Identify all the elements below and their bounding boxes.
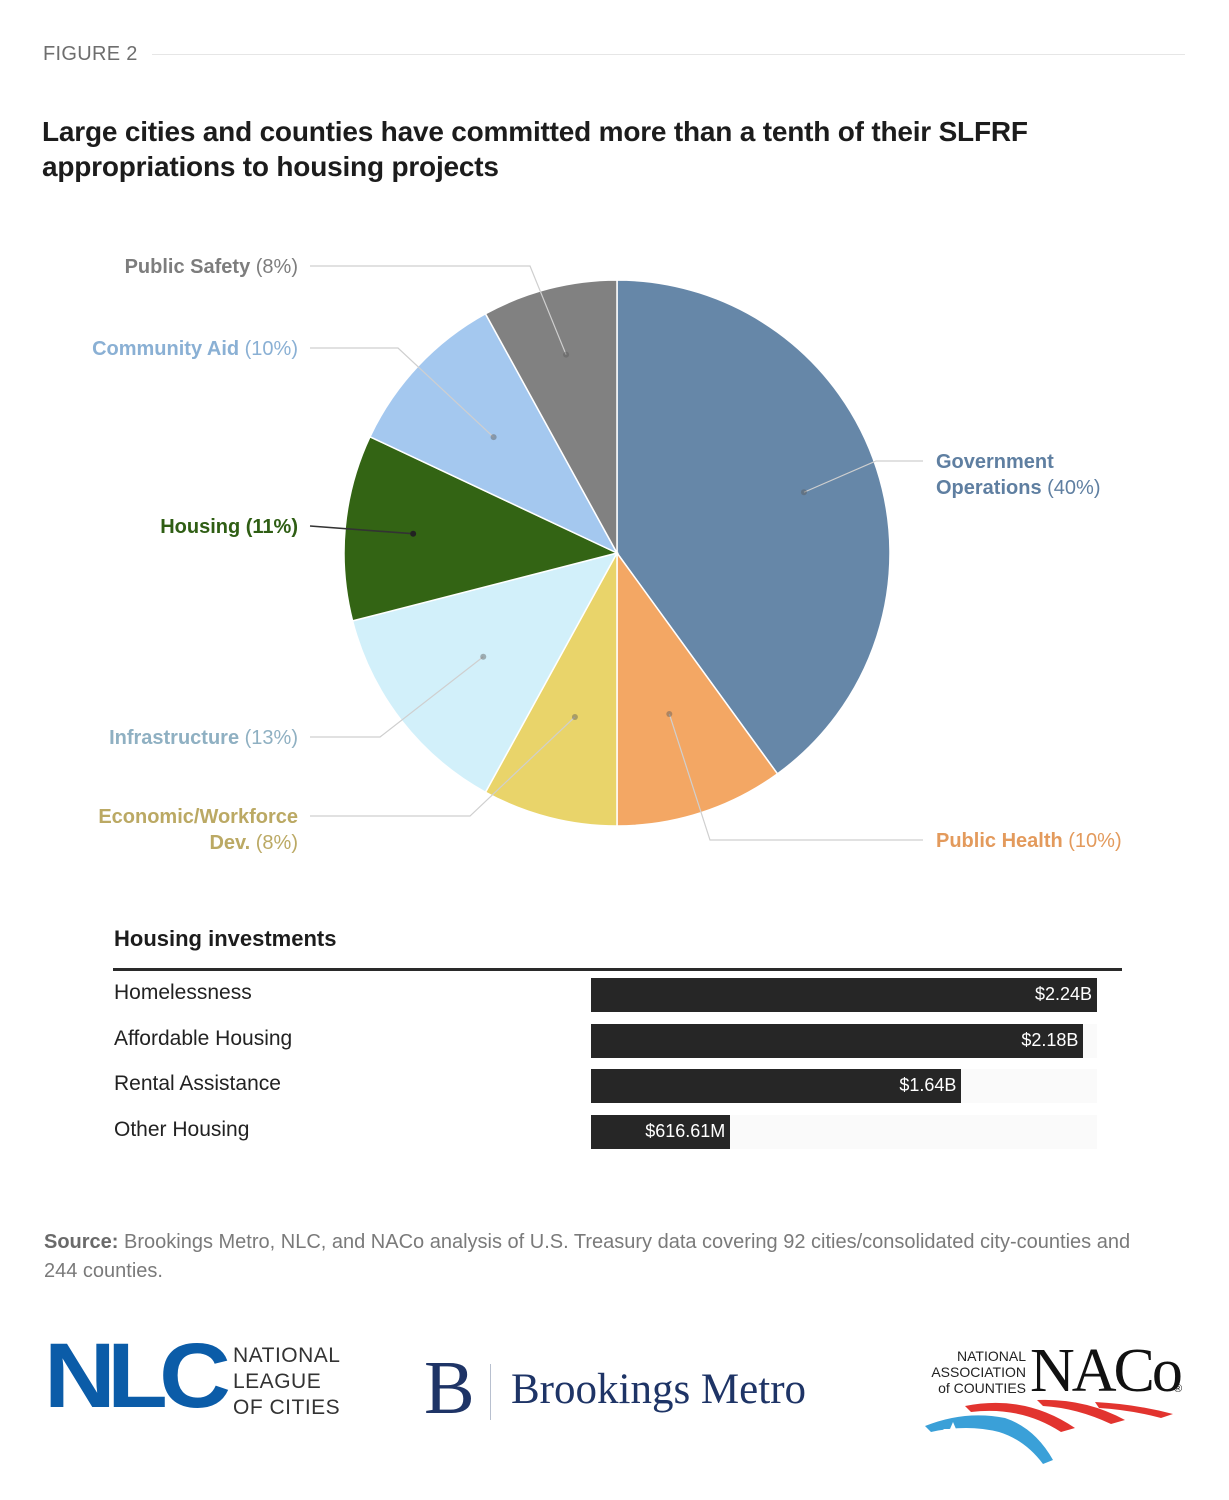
nlc-logo-text: NATIONAL LEAGUE OF CITIES	[233, 1343, 340, 1421]
bar[interactable]: $1.64B	[591, 1069, 962, 1103]
leader-dot-safety	[563, 351, 570, 358]
brookings-logo-text: Brookings Metro	[511, 1366, 807, 1413]
nlc-line: NATIONAL	[233, 1344, 341, 1367]
leader-line-gov	[803, 460, 923, 493]
leader-line-health	[668, 713, 923, 841]
bar-track: $1.64B	[591, 1069, 1097, 1103]
leader-dot-aid	[490, 434, 497, 441]
bar-row: Homelessness $2.24B	[113, 972, 1122, 1017]
naco-flag-icon	[925, 1399, 1173, 1464]
pie-label-percent: (10%)	[239, 338, 298, 360]
bar-row: Other Housing $616.61M	[113, 1109, 1122, 1154]
leader-line-housing	[309, 525, 414, 535]
bar-track: $2.18B	[591, 1023, 1097, 1058]
pie-slices	[343, 279, 891, 827]
pie-label-gov: Government	[936, 451, 1054, 473]
bar-value-label: $616.61M	[645, 1120, 726, 1141]
source-note: Source: Brookings Metro, NLC, and NACo a…	[44, 1228, 1144, 1286]
leader-line-safety	[310, 265, 567, 355]
figure-divider	[152, 54, 1185, 55]
nlc-logo-mark: NLC	[44, 1325, 231, 1427]
pie-label-econ: Dev. (8%)	[209, 832, 298, 854]
pie-label-percent: (8%)	[250, 256, 298, 278]
pie-label-name: Community Aid	[92, 338, 239, 360]
source-label: Source:	[44, 1231, 119, 1253]
bar-chart-rule	[113, 968, 1122, 971]
bar[interactable]: $616.61M	[591, 1114, 731, 1149]
naco-line: of COUNTIES	[938, 1380, 1026, 1396]
pie-label-safety: Public Safety (8%)	[125, 256, 298, 278]
naco-logo-mark: NACo	[1030, 1337, 1183, 1405]
nlc-line: LEAGUE	[233, 1370, 322, 1393]
bar-row: Rental Assistance $1.64B	[113, 1063, 1122, 1108]
leader-dot-gov	[800, 489, 807, 496]
pie-slice-gov[interactable]	[616, 279, 891, 775]
pie-label-name: Infrastructure	[109, 727, 239, 749]
pie-label-name: Public Health	[936, 830, 1063, 852]
leader-dot-housing	[410, 530, 417, 537]
pie-label-percent: (40%)	[1042, 477, 1101, 499]
figure-label: FIGURE 2	[43, 43, 138, 65]
pie-label-name: Housing	[160, 516, 240, 538]
nlc-line: OF CITIES	[233, 1396, 341, 1419]
pie-label-name: Operations	[936, 477, 1042, 499]
bar-value-label: $2.18B	[1021, 1029, 1079, 1050]
naco-line: NATIONAL	[957, 1348, 1026, 1364]
pie-label-name: Economic/Workforce	[98, 806, 298, 828]
pie-label-percent: (13%)	[239, 727, 298, 749]
bar-category-label: Homelessness	[114, 981, 252, 1004]
bar[interactable]: $2.18B	[591, 1023, 1084, 1058]
pie-slice-econ[interactable]	[484, 552, 618, 827]
pie-slice-housing[interactable]	[343, 435, 620, 622]
brookings-logo-mark: B	[424, 1346, 475, 1430]
pie-chart: Government Operations (40%) Public Health …	[92, 256, 1122, 854]
source-text: Brookings Metro, NLC, and NACo analysis …	[44, 1231, 1131, 1282]
pie-label-health: Public Health (10%)	[936, 830, 1122, 852]
leader-dot-econ	[571, 713, 578, 720]
naco-line: ASSOCIATION	[931, 1364, 1026, 1380]
leader-line-infra	[310, 656, 484, 738]
leader-dot-infra	[480, 653, 487, 660]
pie-label-name: Dev.	[209, 832, 250, 854]
bar-value-label: $2.24B	[1034, 984, 1092, 1004]
leader-line-econ	[310, 716, 576, 817]
bar-category-label: Other Housing	[114, 1117, 250, 1141]
pie-label-aid: Community Aid (10%)	[92, 338, 298, 360]
brookings-logo-divider	[490, 1364, 491, 1420]
bar-track: $2.24B	[591, 978, 1097, 1012]
bar-category-label: Affordable Housing	[114, 1026, 293, 1050]
leader-dot-health	[666, 710, 673, 717]
registered-icon: ®	[1174, 1383, 1183, 1395]
pie-label-name: Public Safety	[125, 256, 251, 278]
pie-label-percent: (8%)	[250, 832, 298, 854]
pie-slice-safety[interactable]	[484, 279, 618, 554]
chart-title: Large cities and counties have committed…	[42, 116, 1028, 182]
leader-line-aid	[310, 347, 495, 438]
pie-label-housing: Housing (11%)	[160, 516, 298, 538]
bar-track: $616.61M	[591, 1114, 1097, 1149]
pie-label-econ: Economic/Workforce	[98, 806, 298, 828]
pie-label-infra: Infrastructure (13%)	[109, 727, 298, 749]
pie-labels: Government Operations (40%) Public Health …	[92, 256, 1122, 854]
pie-leader-lines	[309, 265, 923, 841]
naco-logo-text: NATIONAL ASSOCIATION of COUNTIES	[926, 1348, 1026, 1396]
bar-value-label: $1.64B	[899, 1075, 957, 1095]
pie-label-gov: Operations (40%)	[936, 477, 1100, 499]
bar-chart-title: Housing investments	[114, 926, 337, 951]
pie-label-name: Government	[936, 451, 1054, 473]
pie-label-percent: (10%)	[1063, 830, 1122, 852]
bar-category-label: Rental Assistance	[114, 1072, 281, 1095]
bar-row: Affordable Housing $2.18B	[113, 1018, 1122, 1063]
bar[interactable]: $2.24B	[591, 978, 1097, 1012]
pie-label-percent: (11%)	[240, 516, 298, 538]
